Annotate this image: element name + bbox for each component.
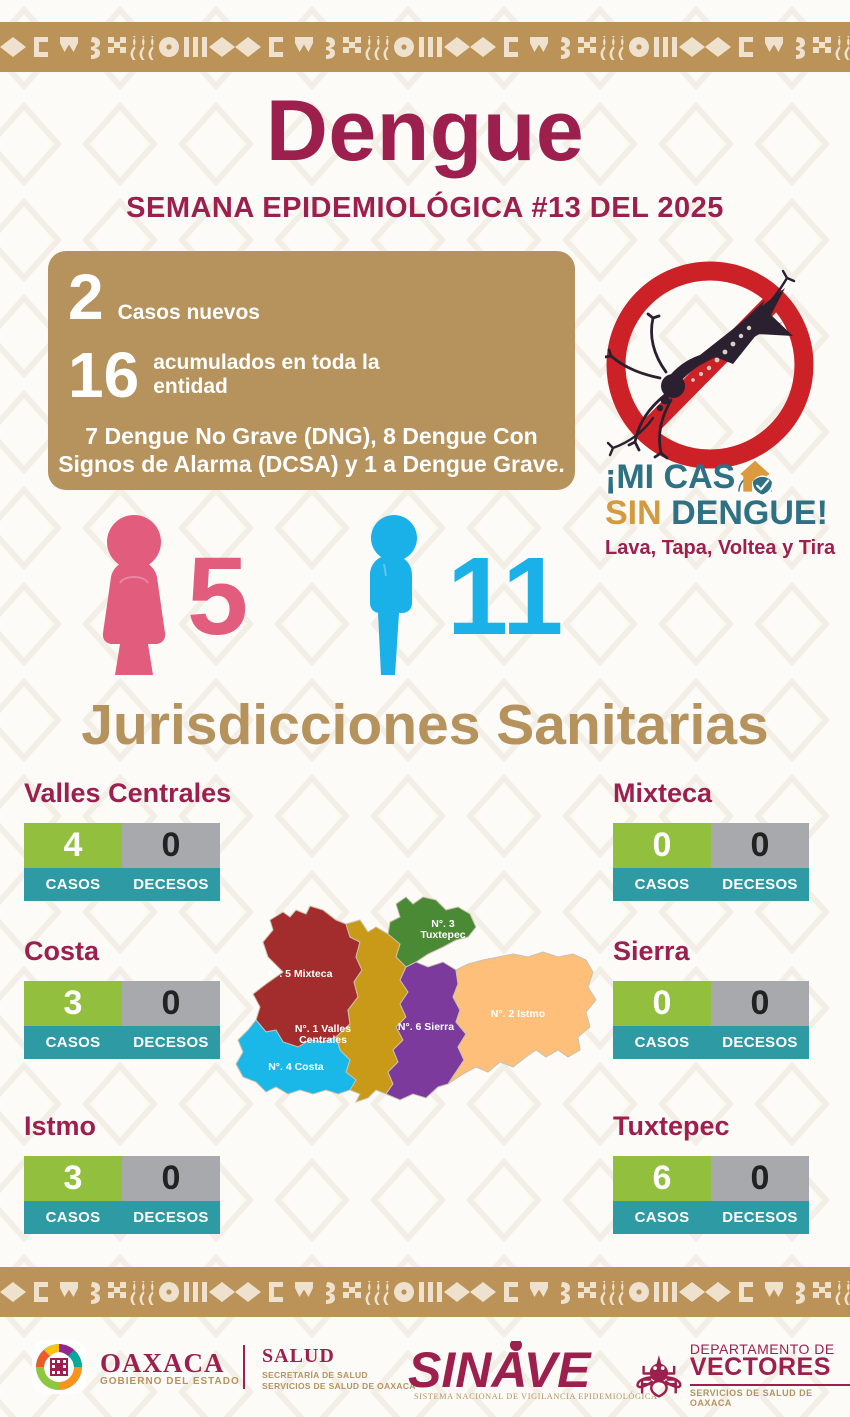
svg-text:N°. 6 Sierra: N°. 6 Sierra [398,1021,454,1033]
svg-text:Centrales: Centrales [299,1034,347,1046]
svg-text:N°. 5 Mixteca: N°. 5 Mixteca [268,968,333,980]
svg-text:N°. 2 Istmo: N°. 2 Istmo [491,1008,545,1020]
svg-text:SISTEMA NACIONAL DE VIGILANCIA: SISTEMA NACIONAL DE VIGILANCIA EPIDEMIOL… [414,1391,658,1401]
svg-text:SINAVE: SINAVE [408,1342,592,1398]
svg-text:N°. 4 Costa: N°. 4 Costa [268,1061,324,1073]
svg-text:Tuxtepec: Tuxtepec [420,929,465,941]
